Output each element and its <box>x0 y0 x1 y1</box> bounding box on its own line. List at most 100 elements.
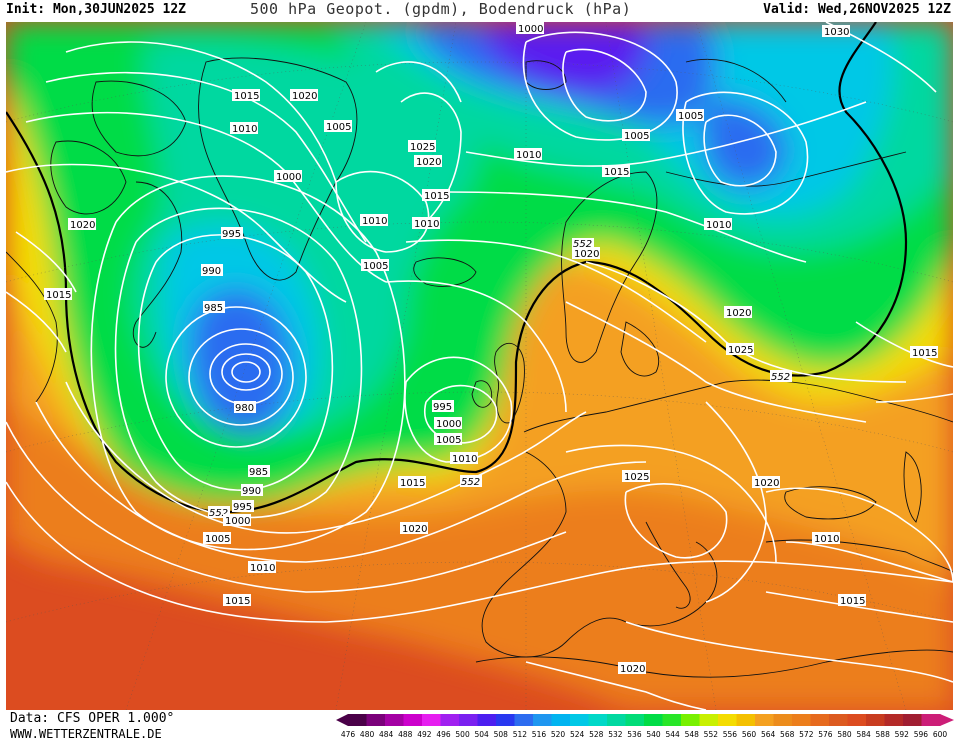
iso-text-980: 980 <box>235 403 254 414</box>
legend-swatch <box>514 714 534 726</box>
iso-label-17: 985 <box>203 301 225 314</box>
legend-tick-label: 500 <box>455 730 470 739</box>
legend-swatch <box>866 714 885 726</box>
legend-swatch <box>829 714 848 726</box>
iso-label-28: 1015 <box>398 476 426 489</box>
legend-tick-label: 600 <box>933 730 948 739</box>
iso-text-1010a: 1010 <box>232 124 257 135</box>
legend-swatch <box>403 714 423 726</box>
iso-label-11: 1010 <box>360 214 388 227</box>
iso-label-47: 1005 <box>676 109 704 122</box>
iso-text-1010h: 1010 <box>414 219 439 230</box>
iso-label-38: 1015 <box>223 594 251 607</box>
iso-text-1010f: 1010 <box>814 534 839 545</box>
map-title: 500 hPa Geopot. (gpdm), Bodendruck (hPa) <box>250 0 632 18</box>
iso-text-1000d: 1000 <box>225 516 250 527</box>
iso-label-44: 1015 <box>910 346 938 359</box>
iso-text-990a: 990 <box>202 266 221 277</box>
iso-text-1005d: 1005 <box>436 435 461 446</box>
iso-label-46: 1010 <box>704 218 732 231</box>
iso-label-42: 1015 <box>838 594 866 607</box>
legend-tick-label: 572 <box>799 730 814 739</box>
isobar-labels: 1000 1030 1015 1020 1010 1005 1025 1020 … <box>44 22 938 675</box>
iso-text-1015b: 1015 <box>424 191 449 202</box>
iso-label-34: 1000 <box>223 514 251 527</box>
legend-tick-label: 508 <box>494 730 509 739</box>
iso-label-10: 1010 <box>514 148 542 161</box>
iso-text-1020d: 1020 <box>574 249 599 260</box>
legend-arrow-left <box>336 714 348 726</box>
legend-tick-label: 484 <box>379 730 394 739</box>
legend-tick-label: 568 <box>780 730 795 739</box>
iso-label-36: 1010 <box>248 561 276 574</box>
iso-text-1010d: 1010 <box>452 454 477 465</box>
geopotential-field <box>6 22 953 710</box>
iso-label-30: 985 <box>248 465 270 478</box>
iso-text-1010e: 1010 <box>250 563 275 574</box>
website-label: WWW.WETTERZENTRALE.DE <box>10 727 162 741</box>
legend-swatch <box>588 714 608 726</box>
legend-tick-label: 552 <box>704 730 719 739</box>
iso-text-995c: 995 <box>233 502 252 513</box>
iso-text-1020b: 1020 <box>416 157 441 168</box>
iso-label-1: 1030 <box>822 25 850 38</box>
header-bar: Init: Mon,30JUN2025 12Z 500 hPa Geopot. … <box>0 0 959 22</box>
iso-label-12: 1020 <box>68 218 96 231</box>
legend-swatch <box>477 714 497 726</box>
iso-label-40: 1020 <box>752 476 780 489</box>
iso-text-1020c: 1020 <box>70 220 95 231</box>
legend-tick-label: 532 <box>608 730 623 739</box>
legend-tick-label: 560 <box>742 730 757 739</box>
legend-tick-label: 504 <box>475 730 490 739</box>
geopot-label-552d: 552 <box>573 239 592 250</box>
iso-label-41: 1010 <box>812 532 840 545</box>
iso-label-27: 1010 <box>450 452 478 465</box>
iso-label-45: 552 <box>770 370 792 383</box>
iso-text-985b: 985 <box>249 467 268 478</box>
iso-label-18: 980 <box>234 401 256 414</box>
iso-text-1025b: 1025 <box>728 345 753 356</box>
iso-label-14: 1015 <box>44 288 72 301</box>
iso-label-26: 1005 <box>434 433 462 446</box>
iso-text-990b: 990 <box>242 486 261 497</box>
legend-tick-label: 516 <box>532 730 547 739</box>
iso-label-37: 1020 <box>400 522 428 535</box>
legend-swatch <box>847 714 867 726</box>
legend-tick-label: 540 <box>646 730 661 739</box>
iso-text-1010b: 1010 <box>516 150 541 161</box>
weather-map: 1000 1030 1015 1020 1010 1005 1025 1020 … <box>6 22 953 710</box>
iso-text-1005e: 1005 <box>205 534 230 545</box>
iso-text-1020a: 1020 <box>292 91 317 102</box>
iso-label-16: 990 <box>201 264 223 277</box>
iso-label-6: 1025 <box>408 140 436 153</box>
iso-text-1025a: 1025 <box>410 142 435 153</box>
legend-tick-label: 488 <box>398 730 413 739</box>
weather-map-canvas: 1000 1030 1015 1020 1010 1005 1025 1020 … <box>6 22 953 710</box>
legend-tick-label: 524 <box>570 730 585 739</box>
legend-tick-label: 564 <box>761 730 776 739</box>
geopot-label-top: 552 <box>572 238 594 250</box>
geopot-label-552b: 552 <box>209 508 228 519</box>
legend-swatch <box>551 714 571 726</box>
iso-text-1015h: 1015 <box>912 348 937 359</box>
iso-label-13: 1000 <box>274 170 302 183</box>
legend-swatch <box>625 714 645 726</box>
iso-label-0: 1000 <box>516 22 544 35</box>
iso-label-3: 1020 <box>290 89 318 102</box>
iso-label-29: 552 <box>460 475 482 488</box>
iso-text-1005f: 1005 <box>678 111 703 122</box>
data-source-label: Data: CFS OPER 1.000° <box>10 711 175 726</box>
legend-swatch <box>681 714 700 726</box>
legend-swatch <box>662 714 682 726</box>
legend-swatch <box>699 714 719 726</box>
legend-swatch <box>366 714 386 726</box>
iso-label-22: 1025 <box>726 343 754 356</box>
legend-tick-label: 548 <box>685 730 700 739</box>
legend-swatch <box>348 714 367 726</box>
iso-text-1020h: 1020 <box>620 664 645 675</box>
iso-text-1020f: 1020 <box>402 524 427 535</box>
legend-swatch <box>459 714 478 726</box>
iso-label-25: 1000 <box>434 417 462 430</box>
iso-text-1005b: 1005 <box>624 131 649 142</box>
legend-swatch <box>422 714 441 726</box>
